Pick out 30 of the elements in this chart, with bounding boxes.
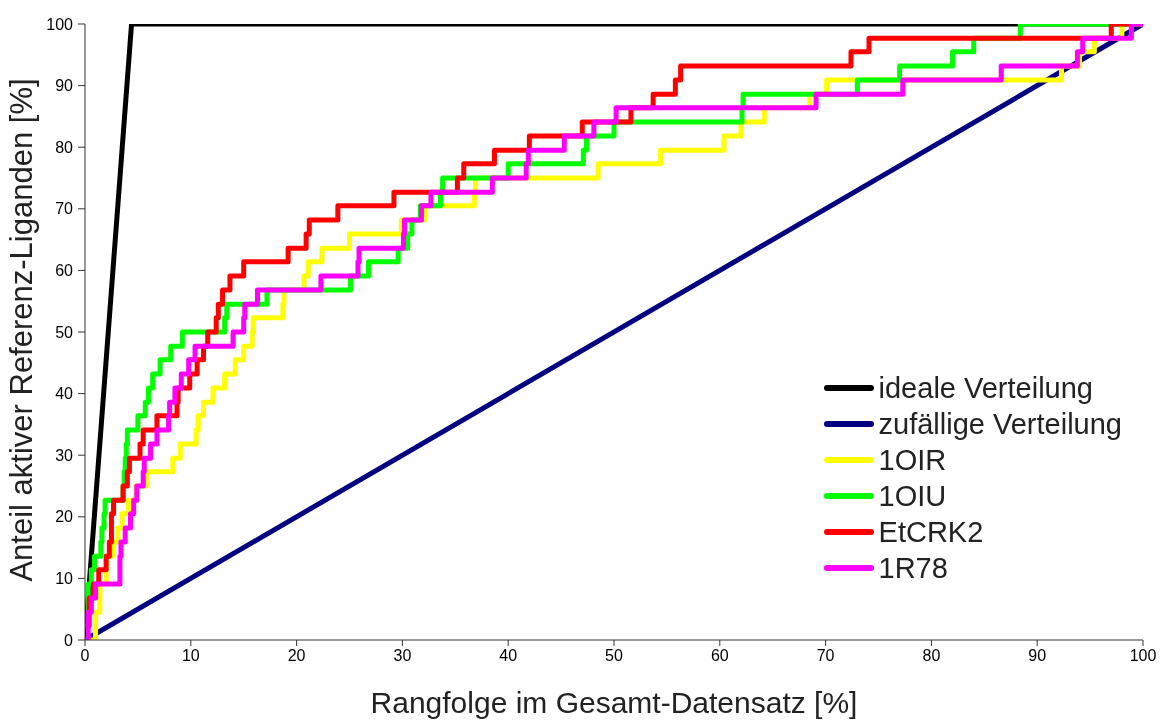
x-tick-label: 90 xyxy=(1028,647,1047,665)
x-tick-label: 50 xyxy=(605,647,623,665)
x-tick-label: 40 xyxy=(499,647,518,665)
y-tick-label: 10 xyxy=(55,570,74,588)
y-tick-label: 100 xyxy=(46,15,74,33)
x-tick-label: 80 xyxy=(922,647,941,665)
x-tick-label: 20 xyxy=(287,647,306,665)
legend-label: 1OIR xyxy=(878,443,947,477)
y-tick-label: 0 xyxy=(64,631,74,649)
legend-label: 1OIU xyxy=(878,479,947,513)
legend-label: 1R78 xyxy=(878,551,948,585)
y-tick-label: 20 xyxy=(55,508,74,526)
y-tick-label: 30 xyxy=(55,446,74,464)
y-tick-label: 60 xyxy=(55,262,74,280)
y-axis-title: Anteil aktiver Referenz-Liganden [%] xyxy=(4,78,39,582)
y-tick-label: 80 xyxy=(55,138,74,156)
x-tick-label: 0 xyxy=(80,647,90,665)
x-tick-label: 10 xyxy=(181,647,200,665)
y-tick-label: 70 xyxy=(55,200,74,218)
x-tick-label: 100 xyxy=(1129,647,1157,665)
x-tick-label: 70 xyxy=(816,647,835,665)
x-axis-title: Rangfolge im Gesamt-Datensatz [%] xyxy=(370,686,858,720)
x-tick-label: 60 xyxy=(710,647,729,665)
legend-label: zufällige Verteilung xyxy=(878,407,1122,441)
y-tick-label: 50 xyxy=(55,323,74,341)
legend-label: EtCRK2 xyxy=(878,515,984,549)
legend-label: ideale Verteilung xyxy=(878,371,1093,405)
x-tick-label: 30 xyxy=(393,647,412,665)
y-tick-label: 40 xyxy=(55,385,74,403)
y-tick-label: 90 xyxy=(55,77,74,95)
